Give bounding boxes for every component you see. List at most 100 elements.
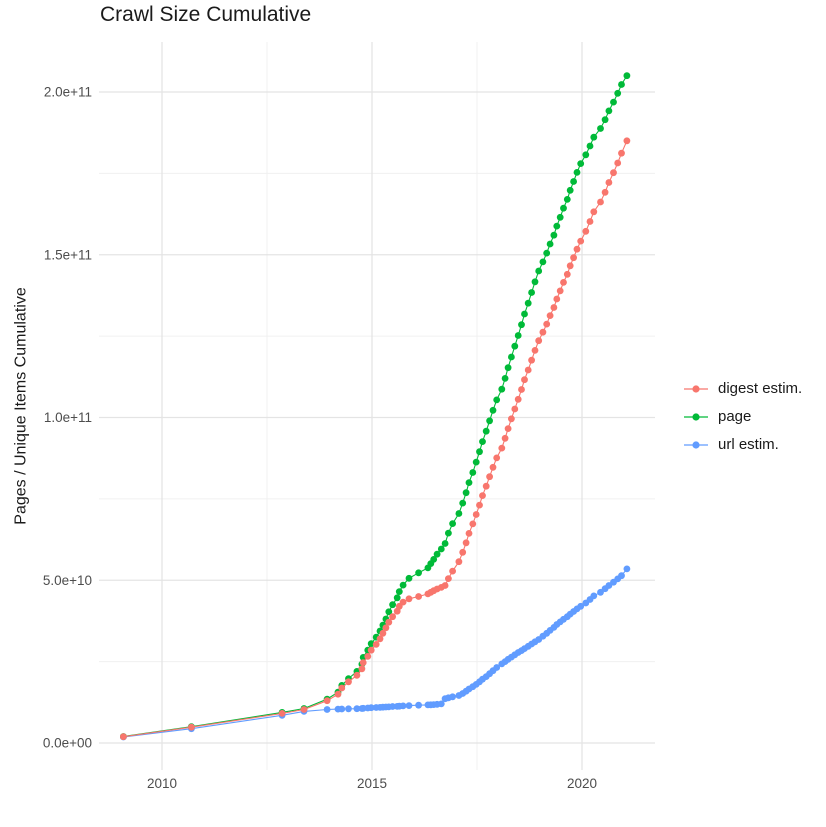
data-point-page [623, 72, 631, 80]
data-point-page [614, 89, 622, 97]
data-point-page [415, 569, 422, 577]
data-point-url-estim [623, 565, 631, 573]
gridlines-major [99, 42, 655, 770]
data-point-digest-estim [563, 270, 571, 278]
data-point-digest-estim [514, 395, 522, 403]
data-point-page [550, 231, 558, 239]
y-tick-labels: 0.0e+00 5.0e+10 1.0e+11 1.5e+11 2.0e+11 [43, 85, 92, 751]
data-point-digest-estim [498, 444, 506, 452]
data-point-digest-estim [405, 595, 413, 603]
data-point-page [586, 142, 594, 150]
data-point-digest-estim [511, 405, 519, 413]
data-point-page [389, 601, 396, 609]
data-point-digest-estim [476, 501, 483, 509]
data-point-digest-estim [553, 295, 561, 303]
data-point-page [393, 594, 401, 602]
data-point-page [430, 556, 438, 563]
data-point-page [399, 581, 407, 589]
data-point-digest-estim [501, 434, 509, 442]
data-point-digest-estim [372, 641, 380, 648]
data-point-digest-estim [385, 618, 393, 626]
data-point-url-estim [323, 706, 331, 713]
x-tick-labels: 2010 2015 2020 [147, 776, 597, 791]
data-point-page [539, 258, 547, 266]
data-point-digest-estim [338, 684, 346, 692]
legend-item-digest-estim: digest estim. [683, 380, 802, 397]
data-point-page [479, 438, 486, 445]
data-point-digest-estim [465, 530, 473, 537]
data-point-digest-estim [376, 635, 384, 643]
data-point-digest-estim [462, 539, 470, 547]
data-point-digest-estim [570, 254, 577, 262]
data-point-page [535, 267, 543, 275]
data-point-page [610, 98, 617, 106]
data-point-page [367, 640, 375, 648]
data-point-page [577, 160, 585, 168]
data-point-digest-estim [367, 646, 375, 654]
data-point-digest-estim [546, 312, 554, 319]
data-point-page [582, 151, 590, 159]
data-point-digest-estim [469, 520, 477, 528]
series-url-estim [120, 565, 631, 741]
data-point-page [459, 499, 467, 507]
data-point-page [486, 417, 493, 425]
data-point-page [504, 364, 512, 372]
data-point-digest-estim [539, 328, 547, 336]
data-point-url-estim [618, 572, 625, 580]
data-point-digest-estim [188, 723, 195, 731]
data-point-digest-estim [382, 624, 390, 632]
data-point-page [437, 545, 445, 553]
data-point-digest-estim [379, 629, 387, 637]
data-point-digest-estim [543, 320, 551, 328]
data-point-page [395, 588, 403, 595]
data-point-page [518, 321, 525, 329]
data-point-digest-estim [577, 237, 585, 245]
data-point-digest-estim [504, 425, 512, 432]
data-point-page [449, 520, 456, 527]
data-point-digest-estim [445, 575, 452, 582]
legend-key-icon [684, 412, 708, 421]
data-point-url-estim [597, 588, 604, 596]
data-point-digest-estim [531, 347, 539, 354]
data-point-digest-estim [521, 376, 528, 384]
data-point-digest-estim [597, 198, 604, 206]
data-point-digest-estim [586, 218, 594, 225]
data-point-url-estim [338, 705, 346, 713]
data-point-page [445, 529, 452, 537]
y-tick-label: 1.5e+11 [44, 247, 92, 262]
data-point-page [462, 489, 470, 497]
series-digest-estim [120, 137, 631, 741]
data-point-page [501, 375, 509, 382]
data-point-page [553, 222, 561, 230]
data-point-page [455, 510, 463, 517]
data-point-page [597, 125, 604, 132]
data-point-url-estim [345, 705, 352, 713]
data-point-digest-estim [550, 304, 558, 311]
data-point-page [560, 204, 567, 212]
data-point-digest-estim [556, 287, 564, 295]
data-point-digest-estim [389, 613, 396, 621]
data-point-page [385, 608, 393, 616]
data-point-digest-estim [518, 386, 525, 393]
data-point-digest-estim [601, 188, 609, 196]
data-point-digest-estim [590, 208, 598, 216]
data-point-digest-estim [605, 179, 613, 186]
data-point-digest-estim [399, 598, 407, 606]
x-tick-label: 2010 [147, 776, 177, 791]
data-point-page [546, 240, 554, 248]
legend-item-page: page [683, 408, 802, 425]
data-point-digest-estim [482, 482, 490, 490]
data-point-page [618, 81, 625, 88]
x-tick-label: 2020 [567, 776, 597, 791]
data-point-digest-estim [353, 671, 361, 679]
data-point-digest-estim [441, 582, 449, 589]
data-point-digest-estim [345, 678, 352, 686]
data-point-page [563, 196, 571, 203]
legend-item-url-estim: url estim. [683, 436, 802, 453]
data-point-page [511, 342, 519, 350]
data-point-digest-estim [524, 366, 532, 374]
data-point-page [570, 178, 577, 185]
data-point-url-estim [367, 704, 375, 712]
x-tick-label: 2015 [357, 776, 387, 791]
